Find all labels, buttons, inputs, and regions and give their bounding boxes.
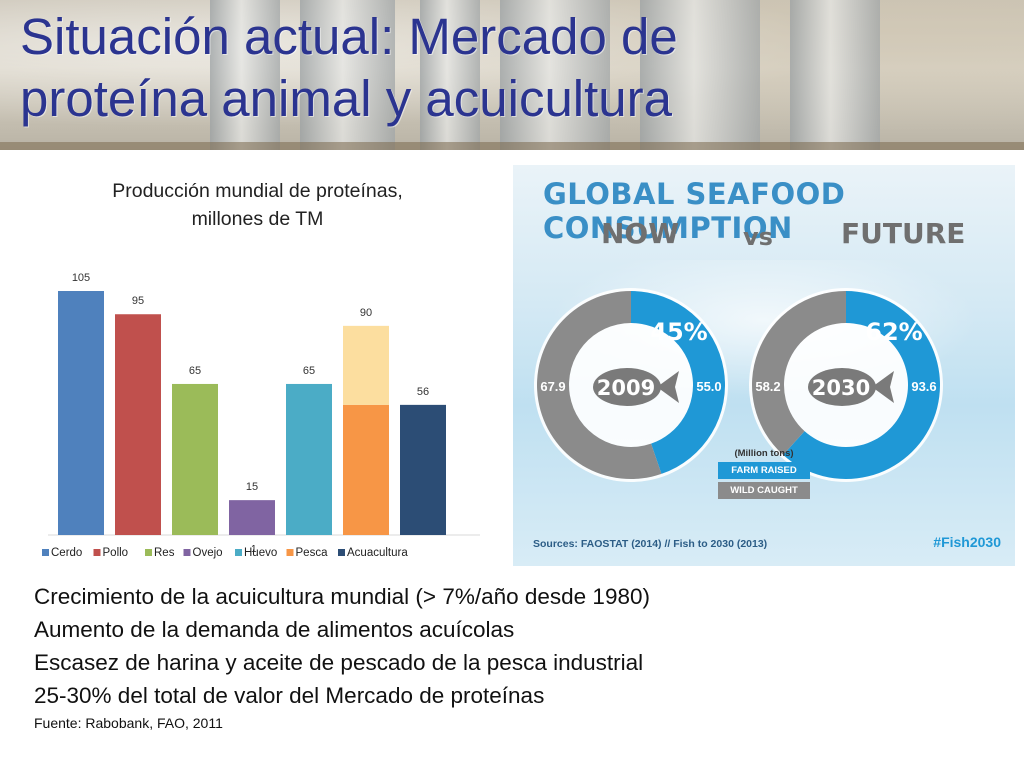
seafood-consumption-infographic: GLOBAL SEAFOOD CONSUMPTION NOW vs FUTURE… bbox=[513, 165, 1015, 566]
legend-label: Pesca bbox=[296, 547, 329, 559]
donut-farm-value: 93.6 bbox=[911, 379, 936, 394]
infographic-legend: (Million tons) FARM RAISED WILD CAUGHT bbox=[718, 448, 810, 502]
title-banner: Situación actual: Mercado de proteína an… bbox=[0, 0, 1024, 150]
fish-icon bbox=[808, 368, 876, 406]
banner-ground bbox=[0, 142, 1024, 150]
silo-image bbox=[640, 0, 760, 150]
data-label: 90 bbox=[360, 307, 372, 319]
future-label: FUTURE bbox=[841, 217, 966, 250]
bar-pesca-highlight bbox=[343, 325, 389, 405]
chart-title-line1: Producción mundial de proteínas, bbox=[112, 180, 403, 202]
silo-image bbox=[500, 0, 610, 150]
bullet-item: Escasez de harina y aceite de pescado de… bbox=[34, 650, 644, 675]
vs-label: vs bbox=[743, 223, 773, 251]
legend-label: Res bbox=[154, 547, 175, 559]
data-label: 65 bbox=[189, 365, 201, 377]
silo-image bbox=[210, 0, 280, 150]
data-label: 15 bbox=[246, 481, 258, 493]
donut-percent: 62% bbox=[865, 318, 922, 346]
bar-ovejo bbox=[229, 500, 275, 535]
bullet-item: 25-30% del total de valor del Mercado de… bbox=[34, 683, 545, 708]
data-label: 105 bbox=[72, 272, 90, 284]
legend-swatch bbox=[93, 549, 101, 556]
bar-res bbox=[172, 383, 218, 535]
legend-swatch bbox=[338, 549, 345, 556]
donut-year: 2009 bbox=[597, 376, 655, 400]
protein-production-chart: Producción mundial de proteínas, millone… bbox=[30, 165, 485, 570]
fish-tail-icon bbox=[657, 371, 679, 403]
units-label: (Million tons) bbox=[734, 448, 794, 459]
donut-wild-segment bbox=[536, 291, 662, 479]
legend-stray-mark: 1 bbox=[251, 544, 257, 555]
source-note: Fuente: Rabobank, FAO, 2011 bbox=[34, 715, 223, 731]
legend-label: Ovejo bbox=[193, 547, 223, 559]
legend-swatch bbox=[286, 549, 294, 556]
fish-icon bbox=[593, 368, 661, 406]
infographic-hashtag: #Fish2030 bbox=[933, 534, 1001, 550]
bar-cerdo bbox=[58, 291, 104, 535]
bar-pesca bbox=[343, 404, 389, 535]
silo-image bbox=[300, 0, 395, 150]
infographic-heading: GLOBAL SEAFOOD CONSUMPTION bbox=[543, 177, 846, 245]
data-label: 56 bbox=[417, 386, 429, 398]
bullet-item: Aumento de la demanda de alimentos acuíc… bbox=[34, 617, 515, 642]
bar-acuacultura bbox=[400, 404, 446, 535]
legend-label: Cerdo bbox=[51, 547, 82, 559]
legend-label: Pollo bbox=[103, 547, 129, 559]
donut-charts-svg: 2009 45% 55.0 67.9 2030 62% 93.6 58.2 bbox=[534, 288, 943, 482]
slide-title-line2: proteína animal y acuicultura bbox=[20, 70, 673, 127]
chart-title-line2: millones de TM bbox=[191, 208, 324, 230]
legend-swatch bbox=[42, 549, 49, 556]
data-label: 95 bbox=[132, 295, 144, 307]
donut-wild-value: 58.2 bbox=[755, 379, 780, 394]
donut-farm-segment bbox=[783, 291, 940, 479]
donut-percent: 45% bbox=[650, 318, 707, 346]
fish-tail-icon bbox=[872, 371, 894, 403]
legend-label: Huevo bbox=[244, 547, 277, 559]
slide-title: Situación actual: Mercado de proteína an… bbox=[20, 6, 1000, 130]
legend-swatch bbox=[183, 549, 191, 556]
legend-wild-caught: WILD CAUGHT bbox=[718, 482, 810, 499]
legend-farm-raised: FARM RAISED bbox=[718, 462, 810, 479]
silo-image bbox=[420, 0, 480, 150]
donut-wild-segment bbox=[752, 291, 846, 455]
donut-farm-value: 55.0 bbox=[696, 379, 721, 394]
donut-wild-value: 67.9 bbox=[540, 379, 565, 394]
bar-pollo bbox=[115, 314, 161, 535]
legend-swatch bbox=[145, 549, 152, 556]
silo-image bbox=[790, 0, 880, 150]
donut-year: 2030 bbox=[812, 376, 870, 400]
bullet-item: Crecimiento de la acuicultura mundial (>… bbox=[34, 584, 650, 609]
bullet-list: Crecimiento de la acuicultura mundial (>… bbox=[34, 580, 994, 733]
infographic-sources: Sources: FAOSTAT (2014) // Fish to 2030 … bbox=[533, 538, 768, 550]
legend-label: Acuacultura bbox=[347, 547, 408, 559]
data-label: 65 bbox=[303, 365, 315, 377]
bar-huevo bbox=[286, 383, 332, 535]
legend-swatch bbox=[235, 549, 242, 556]
bar-chart-svg: 105 95 65 15 65 90 56 Cerdo Pollo Res Ovejo Huevo Pe… bbox=[42, 272, 480, 559]
slide-title-line1: Situación actual: Mercado de bbox=[20, 8, 678, 65]
now-label: NOW bbox=[601, 217, 680, 250]
donut-farm-segment bbox=[631, 291, 725, 474]
